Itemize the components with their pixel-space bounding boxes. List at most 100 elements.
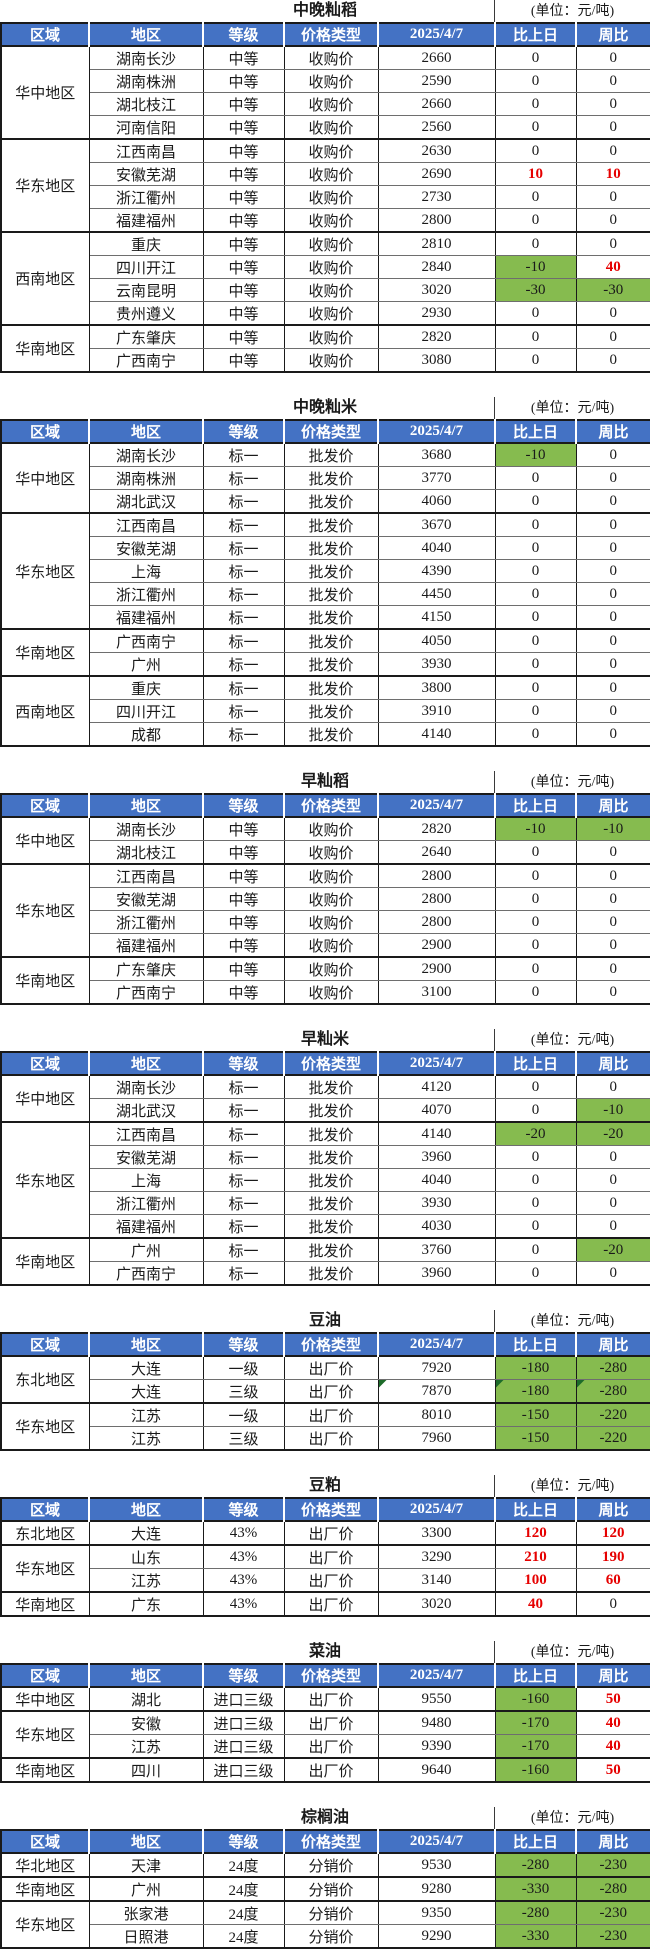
unit-label: (单位：元/吨): [494, 1807, 650, 1829]
area-cell: 江苏: [88, 1426, 204, 1451]
price-cell: 4030: [377, 1214, 496, 1239]
col-header-week-over-week: 周比: [575, 1829, 650, 1854]
price-table-3: 区域 地区 等级 价格类型 2025/4/7 比上日 周比 华中地区 湖南长沙 中等 收购价 2820…: [0, 793, 650, 1005]
col-header-region: 区域: [1, 22, 89, 47]
day-change-cell: 0: [494, 1074, 577, 1099]
week-change-cell: 0: [575, 863, 650, 888]
col-header-price-type: 价格类型: [283, 419, 378, 444]
week-change-cell: 0: [575, 1168, 650, 1192]
col-header-grade: 等级: [202, 1332, 284, 1357]
table-title-row: 豆粕 (单位：元/吨): [0, 1475, 650, 1497]
col-header-week-over-week: 周比: [575, 1663, 650, 1688]
grade-cell: 24度: [202, 1924, 285, 1949]
table-row: 湖北武汉 标一 批发价 4060 0 0: [1, 489, 650, 514]
day-change-cell: 0: [494, 1214, 577, 1239]
price-cell: 2800: [377, 910, 496, 934]
week-change-cell: 0: [575, 1591, 650, 1617]
week-change-cell: 0: [575, 1214, 650, 1239]
commodity-table-block-7: 菜油 (单位：元/吨) 区域 地区 等级 价格类型 2025/4/7 比上日 周比 华中地区 湖北进…: [0, 1641, 650, 1783]
area-cell: 天津: [88, 1852, 204, 1878]
grade-cell: 标一: [202, 699, 285, 723]
region-cell: 华东地区: [0, 512, 90, 630]
area-cell: 福建福州: [88, 933, 204, 958]
area-cell: 河南信阳: [88, 115, 204, 140]
week-change-cell: -30: [575, 278, 650, 302]
col-header-date: 2025/4/7: [377, 1829, 495, 1854]
day-change-cell: 0: [494, 722, 577, 747]
day-change-cell: 0: [494, 1098, 577, 1123]
price-type-cell: 批发价: [283, 582, 379, 606]
price-type-cell: 收购价: [283, 980, 379, 1005]
price-type-cell: 批发价: [283, 1168, 379, 1192]
area-cell: 四川开江: [88, 255, 204, 279]
price-type-cell: 收购价: [283, 278, 379, 302]
price-cell: 9480: [377, 1710, 496, 1735]
col-header-price-type: 价格类型: [283, 22, 378, 47]
region-cell: 华东地区: [0, 863, 90, 958]
price-cell: 2590: [377, 69, 496, 93]
week-change-cell: -230: [575, 1852, 650, 1878]
week-change-cell: 120: [575, 1520, 650, 1546]
price-cell: 4050: [377, 628, 496, 653]
week-change-cell: -10: [575, 816, 650, 841]
price-type-cell: 出厂价: [283, 1734, 379, 1759]
area-cell: 江西南昌: [88, 1121, 204, 1146]
table-row: 福建福州 标一 批发价 4150 0 0: [1, 605, 650, 630]
price-cell: 7960: [377, 1426, 496, 1451]
week-change-cell: 0: [575, 980, 650, 1005]
area-cell: 云南昆明: [88, 278, 204, 302]
table-row: 华南地区 广东肇庆 中等 收购价 2900 0 0: [0, 956, 650, 1005]
table-row: 华中地区 湖南长沙 标一 批发价 3680 -10 0: [0, 442, 650, 514]
area-cell: 江西南昌: [88, 138, 204, 163]
price-type-cell: 收购价: [283, 185, 379, 209]
col-header-region: 区域: [1, 1829, 89, 1854]
area-cell: 广东肇庆: [88, 956, 204, 981]
week-change-cell: 0: [575, 185, 650, 209]
day-change-cell: 0: [494, 652, 577, 677]
col-header-date: 2025/4/7: [377, 1051, 495, 1076]
day-change-cell: -160: [494, 1757, 577, 1783]
area-cell: 江西南昌: [88, 863, 204, 888]
price-cell: 3300: [377, 1520, 496, 1546]
area-cell: 浙江衢州: [88, 185, 204, 209]
grade-cell: 标一: [202, 512, 285, 537]
week-change-cell: 50: [575, 1757, 650, 1783]
price-type-cell: 分销价: [283, 1852, 379, 1878]
grade-cell: 中等: [202, 816, 285, 841]
table-row: 湖北枝江 中等 收购价 2640 0 0: [1, 840, 650, 865]
week-change-cell: 0: [575, 605, 650, 630]
area-cell: 广东: [88, 1591, 204, 1617]
col-header-area: 地区: [88, 1051, 203, 1076]
col-header-region: 区域: [1, 793, 89, 818]
area-cell: 浙江衢州: [88, 1191, 204, 1215]
price-type-cell: 收购价: [283, 138, 379, 163]
table-title-row: 中晚籼稻 (单位：元/吨): [0, 0, 650, 22]
day-change-cell: 0: [494, 559, 577, 583]
day-change-cell: 0: [494, 512, 577, 537]
region-cell: 华中地区: [0, 45, 90, 140]
area-cell: 四川开江: [88, 699, 204, 723]
grade-cell: 中等: [202, 115, 285, 140]
price-table-2: 区域 地区 等级 价格类型 2025/4/7 比上日 周比 华中地区 湖南长沙 标一 批发价 3680…: [0, 419, 650, 747]
price-type-cell: 收购价: [283, 840, 379, 865]
table-title-row: 中晚籼米 (单位：元/吨): [0, 397, 650, 419]
table-row: 湖南株洲 标一 批发价 3770 0 0: [1, 466, 650, 490]
area-cell: 福建福州: [88, 605, 204, 630]
table-row: 福建福州 中等 收购价 2900 0 0: [1, 933, 650, 958]
week-change-cell: 0: [575, 1074, 650, 1099]
week-change-cell: -10: [575, 1098, 650, 1123]
week-change-cell: 0: [575, 582, 650, 606]
col-header-date: 2025/4/7: [377, 22, 495, 47]
grade-cell: 中等: [202, 887, 285, 911]
area-cell: 浙江衢州: [88, 910, 204, 934]
area-cell: 大连: [88, 1355, 204, 1380]
col-header-date: 2025/4/7: [377, 1663, 495, 1688]
area-cell: 福建福州: [88, 1214, 204, 1239]
col-header-grade: 等级: [202, 1497, 284, 1522]
table-title-row: 豆油 (单位：元/吨): [0, 1310, 650, 1332]
day-change-cell: -10: [494, 816, 577, 841]
area-cell: 江苏: [88, 1568, 204, 1593]
price-cell: 3670: [377, 512, 496, 537]
grade-cell: 中等: [202, 956, 285, 981]
week-change-cell: 0: [575, 489, 650, 514]
